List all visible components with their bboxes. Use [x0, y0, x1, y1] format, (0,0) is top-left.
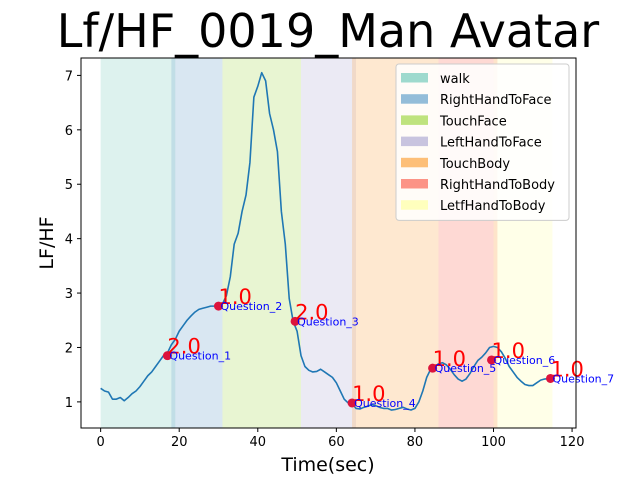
x-tick-label: 80 — [407, 435, 424, 450]
legend-label-4: TouchBody — [439, 157, 510, 172]
y-tick-label: 2 — [65, 341, 73, 356]
x-tick-label: 20 — [171, 435, 188, 450]
question-marker-2 — [214, 301, 223, 311]
series-line-group — [100, 71, 553, 411]
legend-swatch-0 — [401, 73, 428, 83]
question-label-1: Question_1 — [169, 350, 231, 363]
legend-label-5: RightHandToBody — [440, 178, 555, 193]
phase-band-2 — [222, 58, 301, 428]
score-label-3: 2.0 — [295, 300, 328, 324]
legend-label-0: walk — [440, 72, 470, 87]
question-label-5: Question_5 — [435, 362, 497, 375]
legend-swatch-1 — [401, 94, 428, 104]
phase-band-0 — [100, 58, 176, 428]
plot-frame — [80, 57, 577, 429]
y-tick-label: 7 — [65, 69, 73, 84]
question-marker-6 — [487, 355, 497, 365]
x-axis-label: Time(sec) — [280, 454, 374, 476]
phase-band-3 — [301, 58, 356, 428]
score-label-6: 1.0 — [492, 339, 525, 363]
question-label-3: Question_3 — [297, 315, 359, 328]
x-tick-label: 40 — [250, 435, 267, 450]
legend-label-1: RightHandToFace — [440, 93, 552, 108]
series-line-0 — [100, 71, 553, 411]
legend-swatch-3 — [401, 136, 428, 147]
y-axis-ticks: 1 2 3 4 5 6 7 — [65, 69, 81, 411]
question-label-4: Question_4 — [354, 397, 416, 410]
question-marker-5 — [428, 363, 438, 373]
legend-label-2: TouchFace — [439, 114, 507, 129]
x-tick-label: 120 — [560, 435, 585, 450]
question-marker-3 — [290, 316, 300, 326]
phase-bands — [100, 58, 553, 428]
score-label-4: 1.0 — [352, 382, 385, 406]
legend-label-3: LeftHandToFace — [440, 136, 542, 151]
legend-swatch-2 — [401, 115, 428, 125]
x-axis-ticks: 0 20 40 60 80 100 120 — [97, 428, 585, 450]
legend-swatch-5 — [401, 179, 428, 189]
score-label-7: 1.0 — [550, 357, 583, 381]
phase-band-1 — [171, 58, 223, 428]
question-label-7: Question_7 — [552, 372, 614, 385]
score-label-5: 1.0 — [433, 347, 466, 371]
question-label-2: Question_2 — [221, 300, 283, 313]
question-marker-1 — [162, 351, 172, 361]
x-tick-label: 0 — [97, 435, 105, 450]
score-label-2: 1.0 — [219, 285, 252, 309]
y-tick-label: 6 — [65, 124, 73, 139]
chart-title: Lf/HF_0019_Man Avatar — [57, 4, 599, 58]
score-label-1: 2.0 — [167, 335, 200, 359]
legend-label-6: LetfHandToBody — [440, 199, 546, 214]
x-tick-label: 60 — [328, 435, 345, 450]
legend-box — [395, 63, 570, 221]
legend: walk RightHandToFace TouchFace LeftHandToFa… — [395, 63, 570, 221]
y-tick-label: 3 — [65, 287, 73, 302]
y-tick-label: 4 — [65, 233, 73, 248]
y-tick-label: 5 — [65, 178, 73, 193]
legend-swatch-6 — [401, 200, 428, 210]
question-label-6: Question_6 — [494, 354, 556, 367]
question-marker-7 — [545, 373, 555, 383]
legend-swatch-4 — [401, 157, 428, 168]
y-tick-label: 1 — [65, 396, 73, 411]
question-marker-4 — [347, 398, 357, 408]
x-tick-label: 100 — [481, 435, 506, 450]
y-axis-label: LF/HF — [36, 216, 58, 269]
